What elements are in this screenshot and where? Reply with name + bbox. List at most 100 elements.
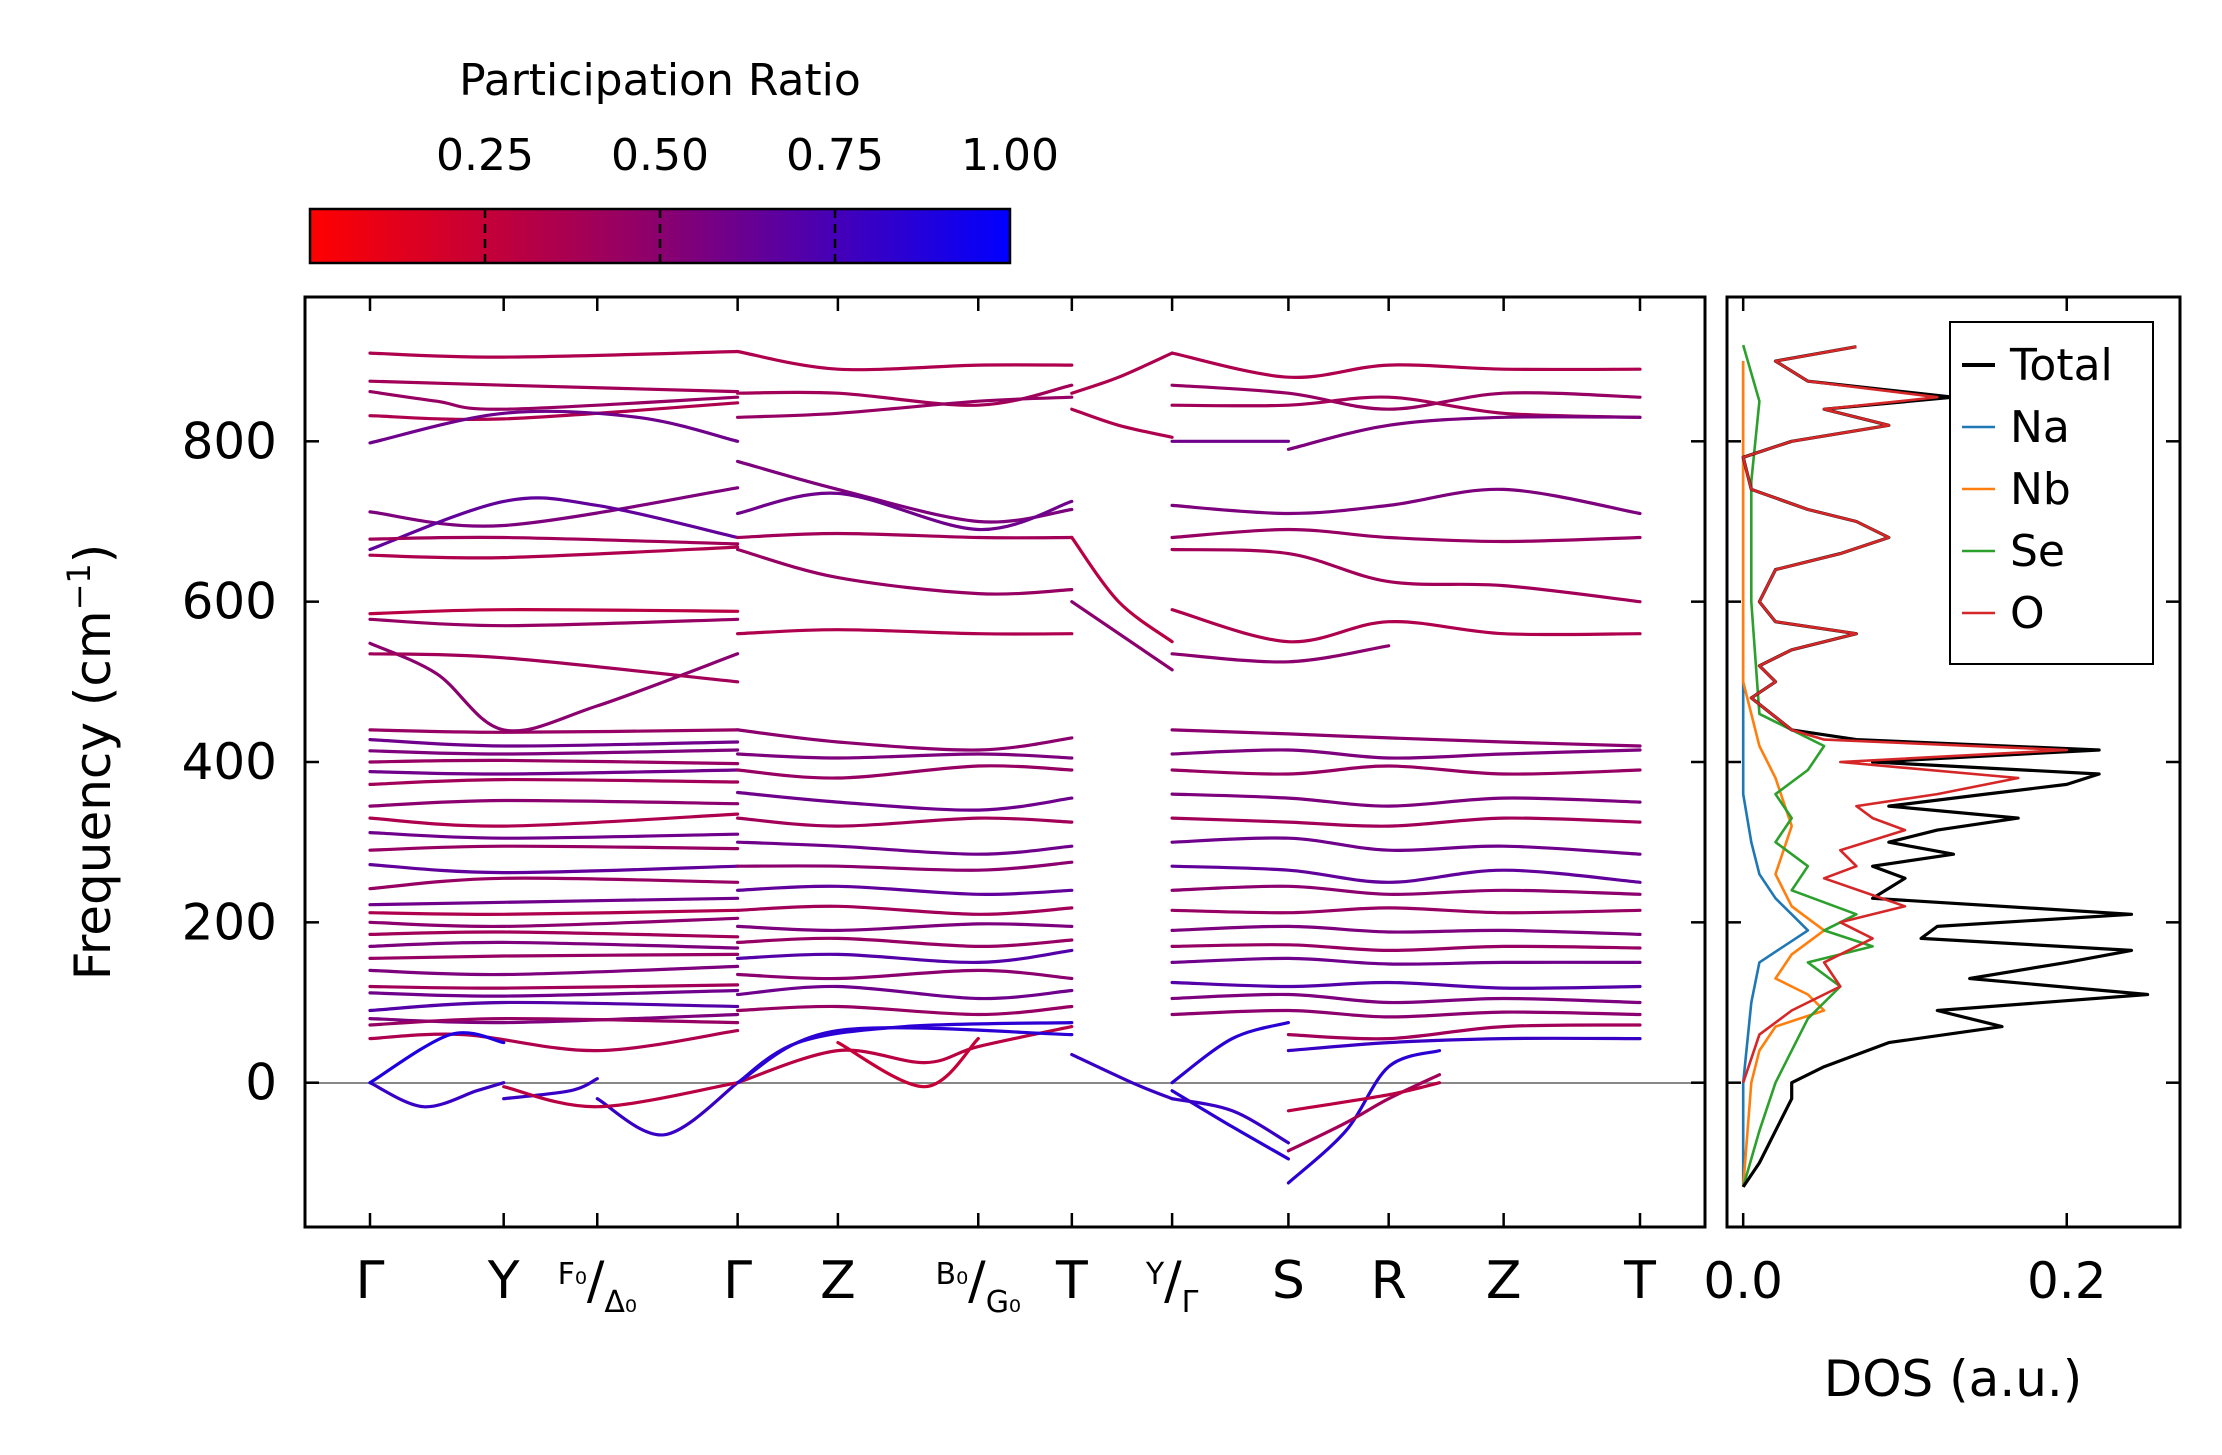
band-line bbox=[368, 812, 740, 828]
y-axis-ticks: 0 200 400 600 800 bbox=[182, 412, 2180, 1112]
band-line bbox=[368, 1081, 506, 1109]
band-line bbox=[1170, 906, 1642, 915]
band-line bbox=[502, 1077, 599, 1101]
x-tick-label: Y bbox=[487, 1251, 520, 1311]
band-line bbox=[736, 1025, 1074, 1085]
band-line bbox=[736, 459, 1074, 524]
band-line bbox=[736, 547, 1074, 596]
band-line bbox=[1170, 351, 1642, 380]
band-line bbox=[368, 952, 740, 960]
y-tick-label: 600 bbox=[182, 573, 277, 631]
band-line bbox=[1170, 1089, 1290, 1161]
x-tick-label-a: Y bbox=[1145, 1257, 1165, 1292]
band-line bbox=[368, 908, 740, 916]
colorbar-tick-label: 0.50 bbox=[611, 130, 709, 181]
band-line bbox=[736, 395, 1074, 419]
band-line bbox=[368, 608, 740, 616]
dos-x-tick-label: 0.0 bbox=[1703, 1252, 1783, 1310]
colorbar-label: Participation Ratio bbox=[459, 55, 861, 106]
band-line bbox=[1170, 547, 1642, 604]
x-tick-slash: / bbox=[968, 1251, 986, 1311]
band-line bbox=[368, 831, 740, 840]
band-line bbox=[736, 349, 1074, 372]
x-tick-label: Z bbox=[820, 1251, 856, 1311]
band-line bbox=[736, 531, 1074, 540]
band-line bbox=[736, 383, 1074, 407]
y-axis-label-close: ) bbox=[64, 544, 122, 564]
band-line bbox=[736, 884, 1074, 896]
band-line bbox=[1170, 884, 1642, 896]
band-line bbox=[1170, 487, 1642, 516]
band-line bbox=[1170, 956, 1642, 966]
band-line bbox=[502, 1081, 740, 1109]
band-line bbox=[368, 983, 740, 990]
band-line bbox=[1170, 1097, 1290, 1145]
x-tick-label-a: F₀ bbox=[558, 1257, 587, 1292]
x-tick-label-compound: B₀/G₀ bbox=[936, 1251, 1021, 1320]
band-line bbox=[368, 876, 740, 891]
band-line bbox=[368, 652, 740, 684]
x-tick-label: S bbox=[1272, 1251, 1305, 1311]
band-line bbox=[736, 968, 1074, 981]
dos-line-na bbox=[1741, 361, 1810, 1187]
band-line bbox=[368, 728, 740, 734]
dos-panel: 0.0 0.2 DOS (a.u.) Total Na Nb Se O bbox=[1703, 295, 2182, 1408]
y-axis-label: Frequency (cm−1) bbox=[60, 544, 122, 981]
x-tick-label-compound: Y/Γ bbox=[1145, 1251, 1199, 1320]
y-axis-label-main: Frequency (cm bbox=[64, 610, 122, 980]
band-line bbox=[1170, 924, 1642, 936]
band-line bbox=[1170, 816, 1642, 828]
band-line bbox=[368, 1000, 740, 1013]
band-line bbox=[368, 916, 740, 929]
band-line bbox=[1286, 1036, 1642, 1053]
band-line bbox=[368, 486, 740, 528]
x-tick-label: Z bbox=[1486, 1251, 1522, 1311]
y-tick-label: 0 bbox=[245, 1054, 277, 1112]
x-tick-label-b: Γ bbox=[1182, 1285, 1199, 1320]
band-line bbox=[368, 1029, 740, 1053]
band-line bbox=[736, 948, 1074, 965]
band-line bbox=[368, 930, 740, 939]
band-line bbox=[736, 922, 1074, 933]
colorbar-ticks: 0.25 0.50 0.75 1.00 bbox=[436, 130, 1059, 263]
x-tick-slash: / bbox=[1164, 1251, 1182, 1311]
band-line bbox=[368, 1016, 740, 1027]
band-line bbox=[368, 738, 740, 748]
band-line bbox=[1170, 644, 1391, 664]
band-line bbox=[736, 860, 1074, 872]
colorbar-tick-label: 1.00 bbox=[961, 130, 1059, 181]
x-tick-label: R bbox=[1371, 1251, 1407, 1311]
dos-x-tick-label: 0.2 bbox=[2027, 1252, 2107, 1310]
band-line bbox=[368, 390, 740, 411]
band-line bbox=[1170, 792, 1642, 808]
band-line bbox=[368, 1012, 740, 1025]
band-line bbox=[368, 988, 740, 998]
colorbar-tick-label: 0.25 bbox=[436, 130, 534, 181]
band-line bbox=[368, 535, 740, 546]
band-line bbox=[1070, 351, 1174, 395]
band-line bbox=[736, 1004, 1074, 1017]
band-line bbox=[368, 964, 740, 977]
band-line bbox=[1170, 1021, 1290, 1085]
x-tick-label-b: Δ₀ bbox=[604, 1285, 637, 1320]
dos-axis-ticks: 0.0 0.2 bbox=[1703, 297, 2107, 1310]
y-tick-label: 800 bbox=[182, 412, 277, 470]
band-line bbox=[736, 1026, 1074, 1085]
band-line bbox=[1170, 527, 1642, 544]
band-line bbox=[1286, 1081, 1442, 1113]
x-tick-label: Γ bbox=[723, 1251, 752, 1311]
x-tick-label: T bbox=[1623, 1251, 1656, 1311]
band-line bbox=[1070, 1053, 1174, 1101]
band-line bbox=[1286, 415, 1642, 451]
legend-box bbox=[1949, 321, 2154, 665]
band-line bbox=[368, 940, 740, 950]
dos-line-o bbox=[1741, 345, 2069, 1084]
band-line bbox=[1170, 608, 1642, 644]
band-line bbox=[736, 491, 1074, 532]
band-line bbox=[368, 617, 740, 628]
band-line bbox=[736, 816, 1074, 828]
band-line bbox=[1070, 600, 1174, 672]
band-line bbox=[1286, 1073, 1442, 1153]
band-line bbox=[595, 1081, 740, 1137]
band-line bbox=[368, 863, 740, 875]
